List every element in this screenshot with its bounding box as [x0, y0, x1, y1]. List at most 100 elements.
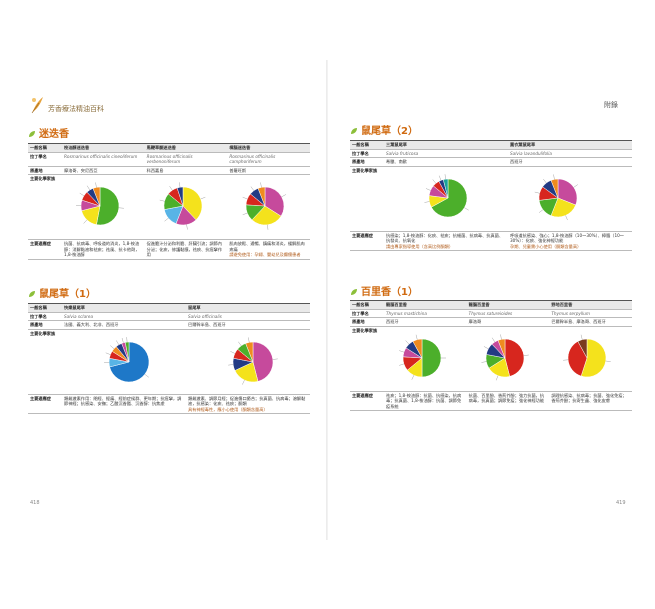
cell-indication: 抗感染；1,8-桉油醇：化痰、祛痰；抗細菌、抗病毒、抗真菌、抗發炎、抗氧化: [386, 232, 504, 244]
row-label-origin: 原產地: [350, 317, 384, 327]
page-gutter: [326, 60, 328, 540]
cell-note: 請由專家指導使用（含高比例酮類）: [386, 243, 454, 249]
cell-origin: 巴爾幹半島、摩洛哥、西班牙: [549, 317, 632, 327]
pie-leader-line: [399, 363, 404, 366]
section-title-thyme-1: 百里香（1）: [350, 283, 418, 298]
row-label-latin: 拉丁學名: [28, 312, 62, 321]
pie-leader-line: [200, 197, 206, 200]
row-label-chem: 主要化學家族: [350, 166, 384, 232]
row-label-indication: 主要適應症: [28, 394, 62, 414]
pie-leader-line: [495, 375, 498, 380]
pie-leader-line: [242, 212, 248, 215]
cell-origin: 普羅旺斯: [227, 166, 310, 175]
pie-slice: [124, 341, 130, 362]
cell-indication: 調理抗感染、抗病毒；抗菌、強化免疫；香荊芥酚；抗寄生蟲、強化皮膚: [549, 391, 632, 411]
cell-note: 孕期、兒童需小心使用（酮類含量高）: [510, 243, 582, 249]
cell-indication: 抗菌、抗病毒、呼吸道的消炎，1,8-桉油醇：消解黏液和祛痰；祛風、抗卡他劑，1,…: [62, 239, 145, 260]
cell-latin: Rosmarinus officinalis verbenoniferum: [144, 152, 228, 167]
pie-slice: [245, 341, 254, 362]
pie-leader-line: [238, 341, 242, 346]
pie-leader-line: [242, 197, 248, 200]
cell-origin: 科西嘉島: [144, 166, 228, 175]
pie-leader-line: [523, 354, 529, 356]
row-label-chem: 主要化學家族: [28, 329, 62, 395]
cell-common: 薰衣葉鼠尾草: [508, 140, 632, 150]
pie-leader-line: [424, 200, 430, 203]
pie-leader-line: [272, 358, 278, 360]
pie-slice: [96, 186, 120, 226]
cell-common: 鼠尾草: [186, 303, 310, 313]
cell-note: 具有神經毒性，應小心使用（酮類含量高）: [188, 406, 268, 412]
cell-common: 龍腦百里香: [466, 300, 550, 310]
row-label-latin: 拉丁學名: [350, 149, 384, 158]
leaf-icon: [351, 289, 357, 295]
row-label-common: 一般名稱: [350, 140, 384, 150]
pie-leader-line: [425, 187, 431, 191]
feather-logo-icon: [31, 97, 43, 114]
row-label-common: 一般名稱: [28, 303, 62, 313]
leaf-icon: [29, 131, 35, 137]
row-label-latin: 拉丁學名: [350, 309, 384, 318]
cell-origin: 希臘、南歐: [384, 157, 508, 167]
cell-indication: 肌肉放鬆、通暢、鎮痛和消炎，緩解肌肉疼痛: [229, 241, 305, 252]
pie-leader-line: [481, 360, 487, 363]
pie-leader-line: [538, 209, 544, 213]
cell-common: 樟腦迷迭香: [227, 143, 310, 153]
cell-indication: 類雌激素、調節月經；促進傷口癒合；抗真菌、抗病毒；溶解黏液，抗感染：化痰、祛痰；…: [188, 395, 306, 407]
rosemary-table: 一般名稱 桉油醇迷迭香 馬鞭草酮迷迭香 樟腦迷迭香 拉丁學名 Rosmarinu…: [28, 143, 310, 260]
pie-leader-line: [464, 207, 469, 210]
pie-chart-thymus-satureioides: [481, 333, 529, 380]
pie-chart-thymus-serpyllum: [563, 334, 612, 377]
cell-latin: Salvia officinalis: [186, 312, 310, 321]
pie-leader-line: [415, 334, 418, 340]
pie-leader-line: [260, 182, 262, 188]
page-number-right: 419: [616, 500, 626, 506]
pie-leader-line: [491, 337, 495, 342]
cell-common: 野地百里香: [549, 300, 632, 310]
pie-leader-line: [553, 173, 555, 179]
row-label-indication: 主要適應症: [350, 391, 384, 411]
pie-leader-line: [543, 178, 547, 183]
running-header-left: 芳香療法精油百科: [48, 105, 104, 113]
pie-slice: [251, 205, 282, 226]
pie-leader-line: [144, 373, 149, 377]
pie-leader-line: [116, 339, 119, 345]
pie-slice: [581, 338, 607, 377]
pie-leader-line: [230, 350, 235, 354]
pie-leader-line: [565, 214, 568, 220]
pie-leader-line: [164, 217, 169, 222]
pie-leader-line: [95, 182, 97, 188]
cell-common: 龍腦百里香: [384, 300, 467, 310]
pie-leader-line: [105, 352, 111, 355]
cell-origin: 西班牙: [508, 157, 632, 167]
row-label-chem: 主要化學家族: [350, 326, 384, 392]
pie-leader-line: [432, 178, 437, 183]
sage-2-table: 一般名稱 三葉鼠尾草 薰衣葉鼠尾草 拉丁學名 Salvia fruticosa …: [350, 140, 632, 251]
sage-1-table: 一般名稱 快樂鼠尾草 鼠尾草 拉丁學名 Salvia sclarea Salvi…: [28, 303, 310, 414]
row-label-indication: 主要適應症: [28, 239, 62, 260]
cell-indication: 促進膽汁分泌和利膽、肝臟引流；調節內分泌；化痰，修護黏膜，祛痰、抗痙攣作用: [144, 239, 228, 260]
pie-leader-line: [178, 182, 180, 188]
cell-latin: Salvia sclarea: [62, 312, 186, 321]
pie-leader-line: [248, 336, 250, 342]
row-label-common: 一般名稱: [350, 300, 384, 310]
pie-slice: [109, 341, 150, 382]
pie-chart-rosemary-camphor: [242, 182, 287, 230]
pie-leader-line: [87, 185, 90, 191]
cell-latin: Rosmarinus officinalis camphoriferum: [227, 152, 310, 167]
pie-leader-line: [606, 360, 612, 362]
cell-indication: 祛痰；1,8-桉油醇：抗菌、抗感染，抗病毒；抗真菌、1,8-桉油醇：抗菌、調節免…: [384, 391, 467, 411]
cell-origin: 摩洛哥: [466, 317, 550, 327]
pie-leader-line: [444, 173, 446, 179]
pie-chart-greek-sage: [424, 173, 469, 217]
pie-slice: [412, 338, 423, 358]
row-label-origin: 原產地: [28, 166, 62, 175]
cell-note: 請避免使用：孕婦、嬰幼兒及癲癇患者: [229, 252, 301, 257]
row-label-origin: 原產地: [350, 157, 384, 167]
pie-leader-line: [573, 183, 578, 187]
cell-common: 馬鞭草酮迷迭香: [144, 143, 228, 153]
cell-origin: 法國、義大利、北非、西班牙: [62, 320, 186, 330]
pie-leader-line: [79, 193, 85, 196]
pie-chart-sage: [228, 336, 278, 385]
section-title-sage-2: 鼠尾草（2）: [350, 122, 418, 137]
